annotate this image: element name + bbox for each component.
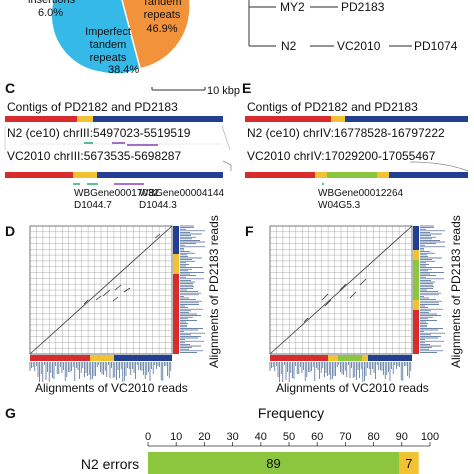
gene-2-name: D1044.3: [139, 200, 177, 211]
contig-segment-yellow: [77, 116, 93, 122]
pie-label-tandem-2: repeats: [144, 9, 181, 21]
bar-segment: [148, 452, 399, 474]
dotplot-d: [29, 225, 205, 382]
dotplot-f: [269, 225, 445, 382]
contig-segment-red: [245, 116, 331, 122]
bar-segment: [398, 452, 419, 474]
panel-d-xlabel: Alignments of VC2010 reads: [35, 381, 188, 395]
panel-letter-c: C: [5, 80, 15, 96]
panel-c-vc-label: VC2010 chrIII:5673535-5698287: [7, 149, 181, 163]
contig-segment-yellow: [377, 172, 389, 178]
scale-label: 10 kbp: [207, 85, 240, 97]
panel-e-gene-name: W04G5.3: [318, 200, 361, 211]
contig-segment-blue: [97, 172, 223, 178]
tree-node-my2: MY2: [280, 0, 305, 14]
tree-node-pd2183: PD2183: [341, 0, 385, 14]
panel-letter-f: F: [245, 223, 254, 239]
panel-c-heading: Contigs of PD2182 and PD2183: [7, 100, 178, 114]
pie-label-imperfect-1: Imperfect: [85, 26, 131, 38]
x-tick-label: 70: [339, 431, 351, 443]
pie-slice-imperfect-fill: [58, 0, 140, 74]
panel-f-xlabel: Alignments of VC2010 reads: [276, 381, 429, 395]
x-tick-label: 0: [145, 431, 151, 443]
contig-segment-red: [5, 172, 73, 178]
tree: [248, 0, 412, 47]
x-tick-label: 50: [283, 431, 295, 443]
x-tick-label: 20: [198, 431, 210, 443]
contig-segment-blue: [389, 172, 468, 178]
contig-segment-yellow: [73, 172, 97, 178]
tree-node-n2: N2: [281, 39, 297, 53]
contig-segment-red: [5, 116, 77, 122]
x-tick-label: 90: [396, 431, 408, 443]
contig-segment-green: [327, 172, 377, 178]
bar-value-label: 89: [266, 456, 280, 471]
contig-segment-yellow: [315, 172, 327, 178]
gene-2-id: WBGene00004144: [139, 188, 225, 199]
pie-pct-tandem: 46.9%: [146, 23, 177, 35]
pie-label-insertions: insertions: [28, 0, 76, 6]
bar-group: 89 7: [148, 452, 419, 474]
x-tick-label: 40: [255, 431, 267, 443]
contig-segment-blue: [93, 116, 223, 122]
x-tick-label: 80: [367, 431, 379, 443]
x-tick-label: 10: [170, 431, 182, 443]
pie-chart: [51, 0, 190, 74]
panel-g-title: Frequency: [258, 405, 324, 421]
x-axis-ticks: 0 10 20 30 40 50 60 70 80 90 100: [145, 431, 439, 446]
panel-e-heading: Contigs of PD2182 and PD2183: [247, 100, 418, 114]
gene-1-id: WBGene00017032: [74, 188, 160, 199]
tree-node-pd1074: PD1074: [414, 39, 458, 53]
pie-label-imperfect-3: repeats: [90, 52, 127, 64]
panel-letter-d: D: [5, 223, 15, 239]
panel-e-gene-id: WBGene00012264: [318, 188, 404, 199]
panel-letter-e: E: [242, 80, 251, 96]
gene-1-name: D1044.7: [74, 200, 112, 211]
row-label: N2 errors: [81, 456, 139, 472]
x-tick-label: 100: [421, 431, 439, 443]
pie-label-tandem-1: Tandem: [142, 0, 181, 8]
panel-e-n2-label: N2 (ce10) chrIV:16778528-16797222: [247, 126, 445, 140]
x-tick-label: 30: [226, 431, 238, 443]
panel-e-vc-label: VC2010 chrIV:17029200-17055467: [247, 149, 436, 163]
pie-pct-imperfect: 38.4%: [108, 64, 139, 76]
pie-slice-tandem: [122, 0, 190, 68]
pie-label-imperfect-2: tandem: [90, 39, 127, 51]
tree-node-vc2010: VC2010: [337, 39, 381, 53]
contig-segment-blue: [345, 116, 468, 122]
panel-d-ylabel: Alignments of PD2183 reads: [207, 215, 221, 368]
x-tick-label: 60: [311, 431, 323, 443]
panel-letter-g: G: [5, 405, 16, 421]
panel-f-ylabel: Alignments of PD2183 reads: [449, 215, 463, 368]
pie-pct-insertions: 6.0%: [38, 7, 63, 19]
bar-value-label: 7: [405, 456, 412, 471]
panel-c-n2-label: N2 (ce10) chrIII:5497023-5519519: [7, 126, 191, 140]
contig-segment-yellow: [331, 116, 345, 122]
contig-segment-red: [245, 172, 315, 178]
